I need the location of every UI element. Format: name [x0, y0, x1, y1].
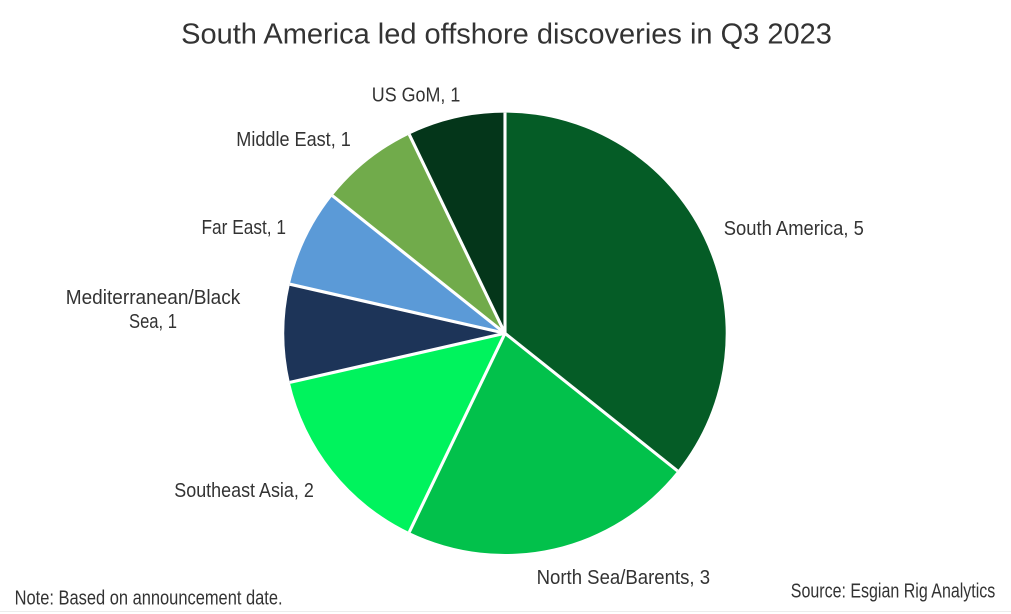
svg-text:South America led offshore dis: South America led offshore discoveries i… [181, 19, 832, 51]
svg-text:Southeast Asia, 2: Southeast Asia, 2 [174, 480, 313, 502]
svg-text:Note: Based on announcement da: Note: Based on announcement date. [15, 588, 283, 610]
svg-text:Sea, 1: Sea, 1 [129, 311, 177, 333]
svg-text:Far East, 1: Far East, 1 [202, 217, 287, 239]
svg-text:US GoM, 1: US GoM, 1 [372, 85, 461, 107]
svg-text:Middle East, 1: Middle East, 1 [236, 129, 350, 151]
svg-text:South America, 5: South America, 5 [724, 218, 864, 240]
svg-text:North Sea/Barents, 3: North Sea/Barents, 3 [537, 567, 711, 589]
svg-text:Mediterranean/Black: Mediterranean/Black [66, 287, 241, 309]
svg-text:Source: Esgian Rig Analytics: Source: Esgian Rig Analytics [791, 581, 996, 603]
